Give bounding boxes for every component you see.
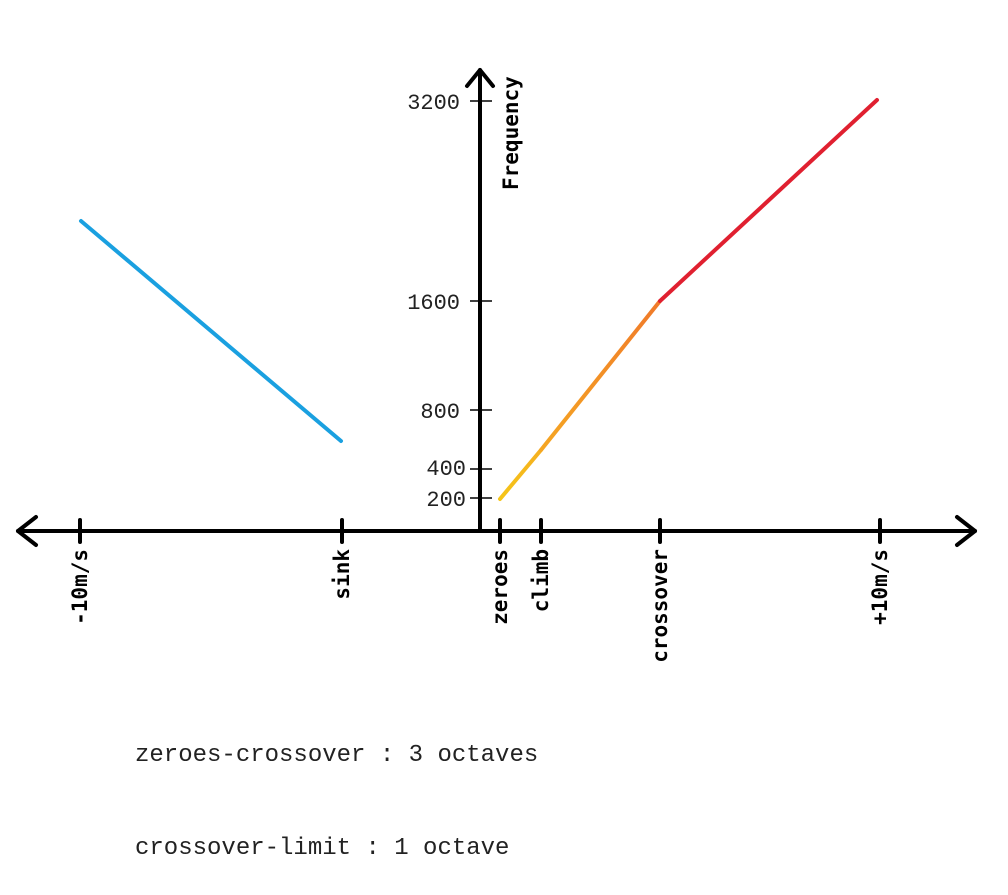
y-tick-label-400: 400: [426, 457, 466, 482]
x-axis-right-arrow-icon: [955, 515, 977, 547]
y-axis-title: Frequency: [499, 76, 523, 190]
x-tick-label-pos10: +10m/s: [868, 549, 892, 625]
note-crossover-limit: crossover-limit : 1 octave: [135, 835, 510, 862]
x-axis: [16, 515, 977, 547]
zeroes-climb-segment: [498, 448, 543, 501]
x-tick-label-climb: climb: [529, 549, 553, 612]
climb-crossover-segment: [539, 299, 662, 452]
sink-segment: [79, 219, 343, 443]
x-tick-label-crossover: crossover: [648, 549, 672, 663]
y-tick-label-3200: 3200: [407, 91, 460, 116]
y-axis-up-arrow-icon: [465, 68, 495, 88]
y-tick-label-1600: 1600: [407, 291, 460, 316]
frequency-curve: [79, 98, 879, 501]
crossover-limit-segment: [658, 98, 879, 303]
x-tick-label-zeroes: zeroes: [488, 549, 512, 625]
y-tick-label-200: 200: [426, 488, 466, 513]
frequency-mapping-diagram: Frequency 3200 1600 800 400 200 -10m/s s…: [16, 68, 977, 663]
y-tick-group: 3200 1600 800 400 200: [407, 91, 492, 513]
y-tick-label-800: 800: [420, 400, 460, 425]
x-axis-left-arrow-icon: [16, 515, 38, 547]
x-tick-label-sink: sink: [330, 549, 354, 600]
x-tick-group: -10m/s sink zeroes climb crossover +10m/…: [68, 518, 892, 663]
notes-block: zeroes-crossover : 3 octaves crossover-l…: [135, 678, 538, 895]
x-tick-label-neg10: -10m/s: [68, 549, 92, 625]
